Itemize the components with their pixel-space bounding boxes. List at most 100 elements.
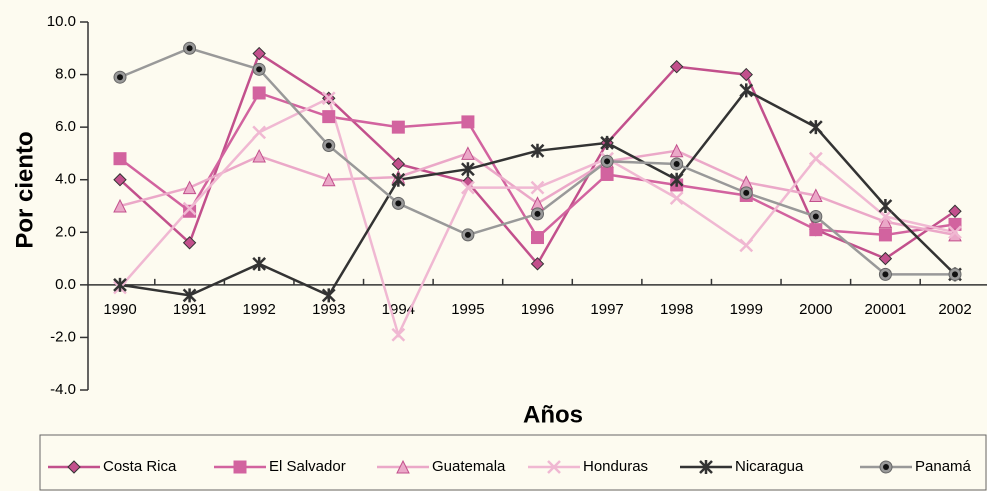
marker <box>809 210 823 224</box>
marker <box>391 157 406 171</box>
marker <box>113 173 127 187</box>
legend-label: Honduras <box>583 458 648 475</box>
marker <box>113 70 127 84</box>
marker <box>461 180 475 195</box>
x-tick-label: 2002 <box>938 301 971 318</box>
marker <box>321 172 336 187</box>
marker <box>113 198 127 213</box>
x-tick-label: 2000 <box>799 301 832 318</box>
marker <box>600 135 614 150</box>
marker <box>461 162 475 177</box>
marker <box>669 191 684 205</box>
marker <box>878 251 893 266</box>
marker <box>669 172 684 187</box>
marker <box>878 199 893 213</box>
x-tick-label: 1993 <box>312 301 345 318</box>
marker-dot <box>325 142 332 149</box>
marker <box>67 460 81 474</box>
marker <box>878 214 893 229</box>
marker <box>948 267 962 281</box>
x-tick-label: 1996 <box>521 301 554 318</box>
x-tick-label: 20001 <box>865 301 907 318</box>
legend-label: El Salvador <box>269 458 346 475</box>
marker <box>182 201 197 216</box>
marker <box>391 327 406 342</box>
marker <box>461 228 475 242</box>
marker-dot <box>117 74 123 81</box>
marker <box>878 228 892 242</box>
marker <box>252 86 266 100</box>
x-tick-label: 1999 <box>730 301 763 318</box>
marker <box>878 267 892 281</box>
x-tick-label: 1991 <box>173 301 206 318</box>
x-tick-label: 1997 <box>590 301 623 318</box>
marker <box>809 223 823 237</box>
marker <box>669 143 684 158</box>
legend-box <box>39 434 987 491</box>
marker <box>396 459 410 474</box>
marker <box>739 67 753 82</box>
y-axis-label: Por ciento <box>11 131 38 248</box>
marker <box>948 204 962 218</box>
marker-dot <box>604 158 611 165</box>
marker <box>739 186 753 200</box>
marker-dot <box>256 66 263 73</box>
marker <box>391 172 406 187</box>
marker <box>182 180 197 195</box>
marker <box>252 148 266 163</box>
marker <box>808 120 823 135</box>
marker <box>461 146 475 160</box>
marker <box>878 209 893 224</box>
y-tick-label: 2.0 <box>55 223 76 240</box>
legend-label: Nicaragua <box>735 458 804 475</box>
y-tick-label: 8.0 <box>55 66 76 83</box>
legend-label: Costa Rica <box>103 458 177 475</box>
marker <box>670 157 684 171</box>
marker <box>739 238 754 253</box>
x-axis-label: Años <box>523 401 583 428</box>
marker <box>391 196 405 210</box>
marker <box>547 460 561 474</box>
marker-dot <box>882 271 889 278</box>
marker <box>600 154 614 168</box>
marker-dot <box>464 231 471 238</box>
marker <box>182 236 197 250</box>
marker <box>322 139 336 153</box>
marker-dot <box>812 213 819 220</box>
marker-dot <box>395 200 402 207</box>
marker <box>252 62 266 76</box>
marker <box>531 207 544 221</box>
x-tick-label: 1992 <box>242 301 275 318</box>
marker <box>530 143 545 158</box>
marker <box>183 204 197 218</box>
marker <box>600 167 614 181</box>
marker <box>252 46 266 61</box>
marker <box>113 152 127 166</box>
marker <box>252 125 267 140</box>
y-tick-label: 0.0 <box>55 276 76 293</box>
marker <box>183 41 197 55</box>
marker <box>322 110 336 124</box>
y-tick-label: 4.0 <box>55 171 76 188</box>
marker <box>531 231 544 245</box>
x-tick-label: 1990 <box>103 301 136 318</box>
x-tick-label: 1995 <box>451 301 484 318</box>
marker <box>699 460 713 474</box>
y-tick-label: 6.0 <box>55 118 76 135</box>
marker <box>321 288 336 303</box>
marker-dot <box>186 45 193 52</box>
marker-dot <box>673 160 680 167</box>
x-tick-label: 1998 <box>660 301 693 318</box>
legend-label: Panamá <box>915 458 972 475</box>
marker <box>808 151 823 166</box>
marker-dot <box>952 271 958 278</box>
marker-dot <box>534 210 541 217</box>
marker-dot <box>743 189 750 196</box>
marker-dot <box>883 464 889 470</box>
marker <box>252 256 267 271</box>
marker <box>530 180 545 195</box>
y-tick-label: 10.0 <box>47 13 76 30</box>
marker <box>461 115 475 129</box>
